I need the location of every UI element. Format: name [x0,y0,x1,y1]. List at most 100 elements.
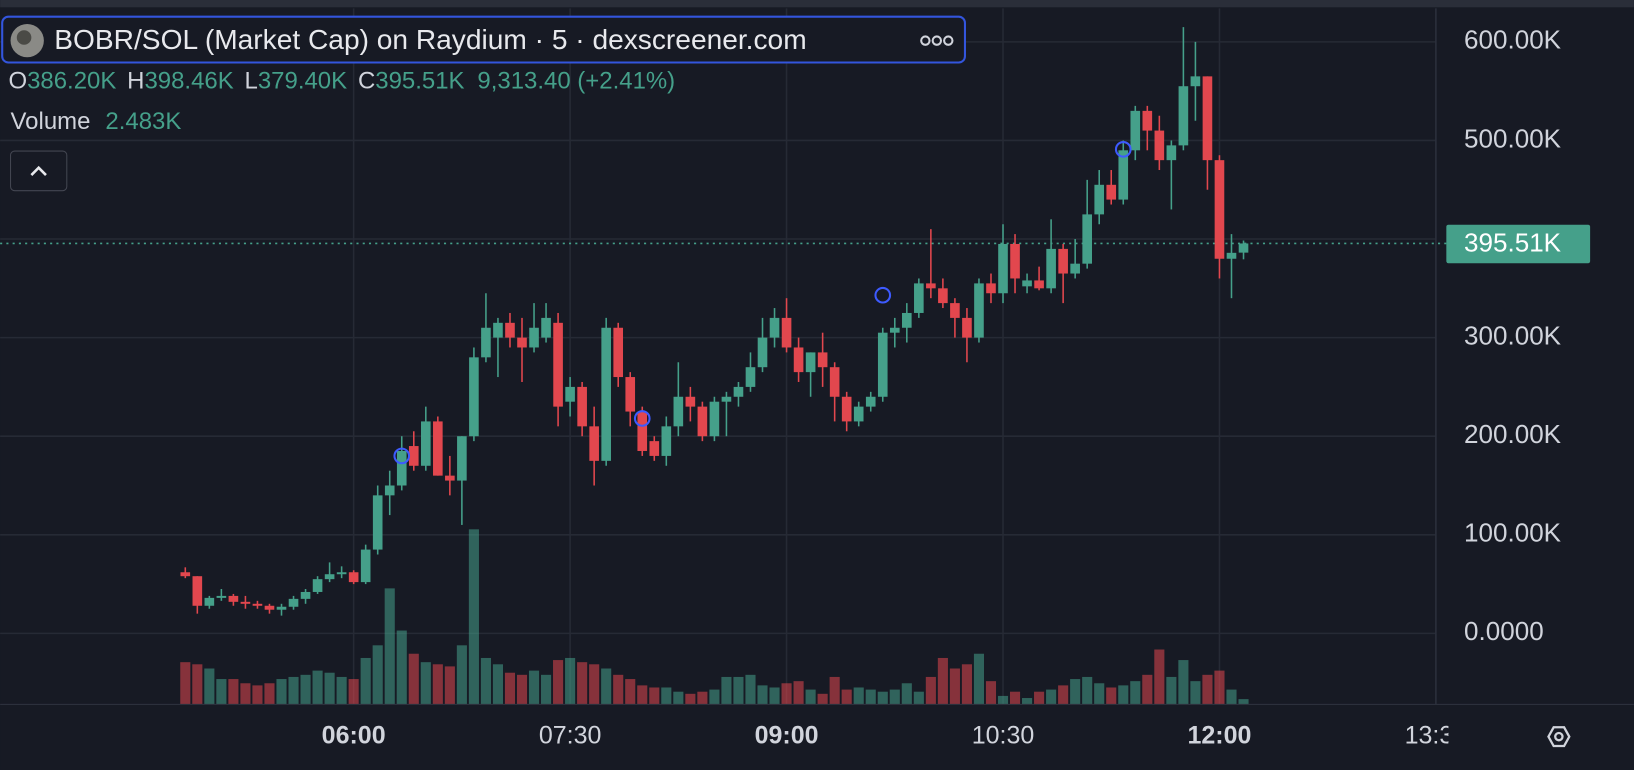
candle-body [348,572,359,583]
volume-bar [709,689,720,705]
volume-bar [1238,699,1249,705]
volume-bar [348,679,359,705]
x-tick-label: 12:00 [1187,721,1251,749]
candle-body [469,357,479,437]
high-label: H [127,68,144,95]
volume-bar [1226,689,1237,705]
y-tick-label: 500.00K [1464,123,1562,153]
candle-body [1094,184,1105,215]
candle-body [481,327,491,358]
volume-bar [456,645,467,705]
settings-icon[interactable] [1547,726,1571,748]
candle-body [926,283,936,289]
candle-body [1214,160,1225,259]
volume-bar [733,676,744,705]
volume-bar [1154,649,1165,705]
last-price-tag: 395.51K [1446,224,1591,264]
volume-bar [516,674,528,705]
candle-body [914,283,924,313]
candle-body [228,595,239,602]
y-tick-label: 100.00K [1464,518,1562,548]
volume-bar [721,676,732,705]
volume-bar [420,662,431,705]
volume-bar [1046,689,1057,705]
close-label: C [358,68,375,95]
candle-body [192,576,203,606]
volume-bar [216,679,227,705]
volume-bar [384,588,395,705]
x-tick-label: 09:00 [755,721,819,749]
more-menu[interactable] [920,35,954,46]
candle-body [889,327,900,333]
volume-bar [1190,681,1201,705]
volume-bar [973,653,985,705]
candle-body [372,495,383,550]
y-tick-label: 200.00K [1464,419,1562,449]
candle-body [180,572,191,577]
volume-bar [1130,681,1141,705]
candle-body [565,386,575,402]
volume-bar [1106,687,1117,705]
volume-bar [829,676,840,705]
candle-body [505,322,515,338]
candle-body [721,396,732,402]
volume-bar [853,687,864,705]
candle-body [420,421,431,466]
volume-bar [997,695,1009,705]
candle-body [1082,214,1092,264]
title-box[interactable] [1,15,966,64]
candle-body [625,377,636,412]
volume-bar [528,670,540,705]
volume-bar [577,662,588,705]
low-value: 379.40K [258,68,347,95]
candle-body [673,396,684,427]
volume-bar [240,683,251,705]
candle-body [1154,130,1165,161]
volume-bar [1094,683,1105,705]
collapse-button[interactable] [10,150,68,192]
last-price-box [1446,224,1591,264]
candle-body [805,352,816,373]
volume-bar [937,657,948,705]
candle-body [757,337,768,368]
candle-body [877,332,888,397]
volume-bar [697,691,708,705]
volume-bar [372,645,383,705]
volume-bar [468,529,479,705]
volume-bar [1009,691,1021,705]
volume-bar [252,685,263,705]
candle-body [745,367,756,387]
candle-body [553,322,563,407]
volume-value: 2.483K [105,108,181,135]
candle-body [541,317,551,338]
volume-bar [264,683,275,705]
candle-body [1022,280,1032,287]
candle-body [312,579,323,592]
change-value: 9,313.40 (+2.41%) [477,68,675,95]
top-bar [0,0,1634,8]
volume-bar [1202,674,1213,705]
candle-body [1142,110,1153,131]
volume-bar [865,689,876,705]
volume-bar [745,674,756,705]
volume-bar [1058,685,1069,705]
volume-bar [480,657,491,705]
volume-bar [336,676,347,705]
candle-body [793,347,804,373]
open-value: 386.20K [27,68,116,95]
volume-bar [769,687,780,705]
low-label: L [245,68,258,95]
candle-body [252,603,263,606]
candle-body [998,243,1008,294]
volume-bar [781,683,792,705]
candle-body [829,367,840,397]
candle-body [685,396,696,407]
candle-body [769,317,780,338]
volume-bar [192,664,203,705]
candle-body [1046,248,1056,289]
candle-body [1166,145,1177,161]
candle-body [637,411,648,451]
candle-body [216,595,227,598]
